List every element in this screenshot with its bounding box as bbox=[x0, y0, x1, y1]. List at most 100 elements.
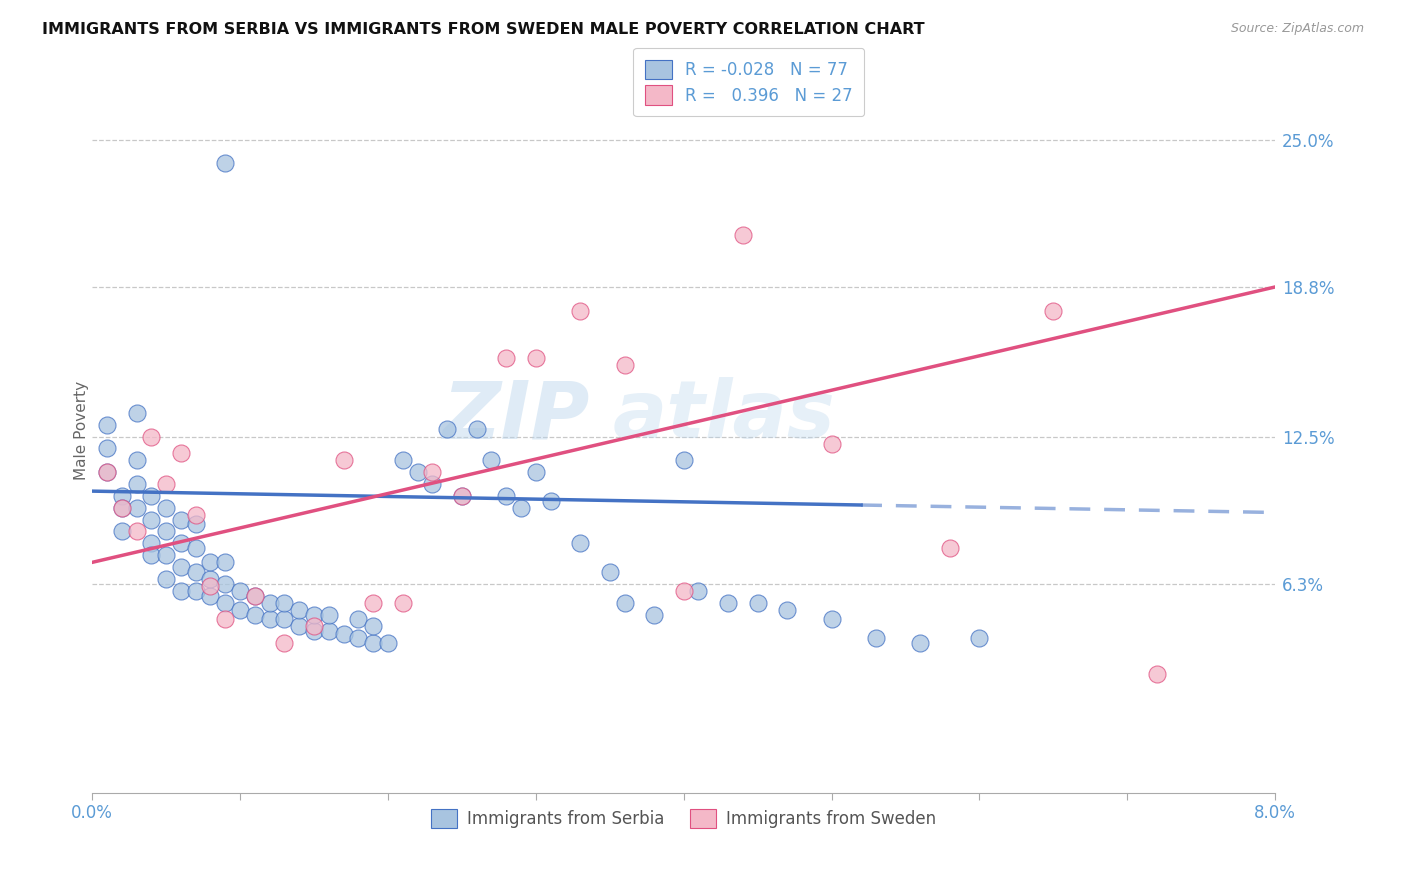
Point bbox=[125, 453, 148, 467]
Point bbox=[184, 508, 207, 522]
Point bbox=[776, 603, 799, 617]
Point bbox=[717, 596, 740, 610]
Point bbox=[200, 579, 222, 593]
Point bbox=[184, 565, 207, 579]
Point bbox=[170, 513, 193, 527]
Point bbox=[613, 596, 636, 610]
Point bbox=[111, 500, 134, 515]
Point bbox=[273, 636, 295, 650]
Point bbox=[200, 572, 222, 586]
Point bbox=[332, 453, 354, 467]
Point bbox=[155, 524, 177, 539]
Point bbox=[524, 351, 547, 366]
Point bbox=[125, 406, 148, 420]
Point bbox=[111, 500, 134, 515]
Legend: Immigrants from Serbia, Immigrants from Sweden: Immigrants from Serbia, Immigrants from … bbox=[425, 803, 943, 835]
Point bbox=[495, 489, 517, 503]
Point bbox=[731, 227, 754, 242]
Text: ZIP: ZIP bbox=[441, 377, 589, 455]
Point bbox=[747, 596, 769, 610]
Point bbox=[141, 548, 163, 562]
Point bbox=[420, 465, 443, 479]
Point bbox=[643, 607, 665, 622]
Point bbox=[170, 560, 193, 574]
Point bbox=[450, 489, 472, 503]
Point bbox=[200, 555, 222, 569]
Point bbox=[318, 624, 340, 639]
Point bbox=[613, 359, 636, 373]
Point bbox=[259, 596, 281, 610]
Text: IMMIGRANTS FROM SERBIA VS IMMIGRANTS FROM SWEDEN MALE POVERTY CORRELATION CHART: IMMIGRANTS FROM SERBIA VS IMMIGRANTS FRO… bbox=[42, 22, 925, 37]
Point bbox=[243, 589, 266, 603]
Point bbox=[420, 477, 443, 491]
Point bbox=[155, 500, 177, 515]
Point bbox=[229, 603, 252, 617]
Point bbox=[688, 583, 710, 598]
Point bbox=[214, 596, 236, 610]
Point bbox=[229, 583, 252, 598]
Point bbox=[170, 446, 193, 460]
Point bbox=[302, 619, 325, 633]
Point bbox=[361, 596, 384, 610]
Point bbox=[672, 453, 695, 467]
Point bbox=[96, 465, 118, 479]
Point bbox=[96, 442, 118, 456]
Point bbox=[969, 632, 991, 646]
Point bbox=[865, 632, 887, 646]
Point bbox=[599, 565, 621, 579]
Point bbox=[243, 589, 266, 603]
Y-axis label: Male Poverty: Male Poverty bbox=[73, 381, 89, 480]
Point bbox=[96, 465, 118, 479]
Point bbox=[524, 465, 547, 479]
Text: atlas: atlas bbox=[613, 377, 835, 455]
Point bbox=[406, 465, 429, 479]
Point bbox=[347, 612, 370, 626]
Point bbox=[495, 351, 517, 366]
Point bbox=[141, 513, 163, 527]
Point bbox=[141, 429, 163, 443]
Point bbox=[141, 489, 163, 503]
Point bbox=[259, 612, 281, 626]
Point bbox=[569, 536, 592, 550]
Point bbox=[465, 422, 488, 436]
Point bbox=[273, 596, 295, 610]
Point bbox=[111, 489, 134, 503]
Point bbox=[184, 583, 207, 598]
Point bbox=[170, 536, 193, 550]
Point bbox=[450, 489, 472, 503]
Point bbox=[820, 612, 842, 626]
Point bbox=[391, 596, 413, 610]
Point bbox=[391, 453, 413, 467]
Point bbox=[155, 572, 177, 586]
Point bbox=[273, 612, 295, 626]
Point bbox=[302, 624, 325, 639]
Point bbox=[672, 583, 695, 598]
Point bbox=[569, 303, 592, 318]
Point bbox=[1146, 667, 1168, 681]
Point bbox=[111, 524, 134, 539]
Point bbox=[540, 493, 562, 508]
Point bbox=[910, 636, 932, 650]
Point bbox=[184, 541, 207, 555]
Point bbox=[820, 436, 842, 450]
Point bbox=[288, 619, 311, 633]
Point bbox=[214, 555, 236, 569]
Point bbox=[1042, 303, 1064, 318]
Point bbox=[481, 453, 503, 467]
Point bbox=[377, 636, 399, 650]
Point bbox=[332, 626, 354, 640]
Point bbox=[361, 636, 384, 650]
Point bbox=[939, 541, 962, 555]
Point bbox=[184, 517, 207, 532]
Point bbox=[125, 477, 148, 491]
Point bbox=[214, 576, 236, 591]
Point bbox=[243, 607, 266, 622]
Point bbox=[96, 417, 118, 432]
Point bbox=[214, 612, 236, 626]
Point bbox=[347, 632, 370, 646]
Point bbox=[155, 548, 177, 562]
Point bbox=[141, 536, 163, 550]
Point bbox=[510, 500, 533, 515]
Point bbox=[436, 422, 458, 436]
Point bbox=[125, 500, 148, 515]
